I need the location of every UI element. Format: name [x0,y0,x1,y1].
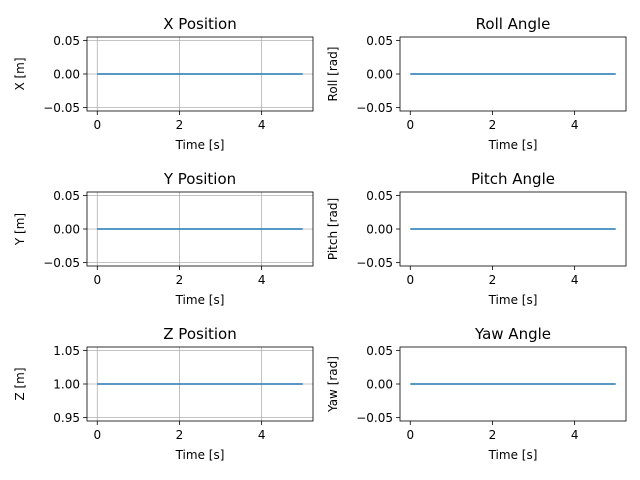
x-tick-label: 0 [93,273,101,287]
x-axis-label: Time [s] [175,448,225,462]
y-tick-label: 0.05 [366,189,393,203]
x-axis-label: Time [s] [488,138,538,152]
subplot-4: 0 2 4 −0.05 0.00 0.05 Pitch Angle Time [s] Pitch… [326,170,627,307]
y-tick-label: 0.95 [53,411,80,425]
subplot-title: Y Position [163,170,236,188]
y-tick-label: −0.05 [356,411,393,425]
subplot-title: Pitch Angle [471,170,555,188]
y-tick-label: 0.05 [366,34,393,48]
y-tick-label: 0.00 [366,68,393,82]
subplot-title: Z Position [163,325,236,343]
x-tick-label: 0 [406,118,414,132]
y-tick-label: −0.05 [356,256,393,270]
x-tick-label: 2 [176,428,184,442]
y-axis-label: Y [m] [13,213,27,246]
subplot-title: X Position [163,15,236,33]
subplot-title: Roll Angle [476,15,551,33]
y-tick-label: −0.05 [356,101,393,115]
x-axis-label: Time [s] [175,293,225,307]
y-axis-label: X [m] [13,57,27,90]
x-tick-label: 4 [571,118,579,132]
x-tick-label: 0 [406,428,414,442]
x-tick-label: 2 [489,428,497,442]
subplot-2: 0 2 4 −0.05 0.00 0.05 Roll Angle Time [s] Roll [… [326,15,627,152]
x-tick-label: 0 [93,428,101,442]
x-tick-label: 4 [571,428,579,442]
y-tick-label: 1.00 [53,378,80,392]
y-axis-label: Pitch [rad] [326,198,340,260]
subplot-title: Yaw Angle [474,325,551,343]
y-tick-label: 1.05 [53,344,80,358]
x-axis-label: Time [s] [175,138,225,152]
x-tick-label: 0 [406,273,414,287]
y-tick-label: 0.00 [366,223,393,237]
subplot-6: 0 2 4 −0.05 0.00 0.05 Yaw Angle Time [s] Yaw [ra… [326,325,627,462]
y-tick-label: −0.05 [43,256,80,270]
x-tick-label: 0 [93,118,101,132]
x-tick-label: 4 [258,428,266,442]
y-tick-label: 0.00 [366,378,393,392]
x-tick-label: 2 [489,118,497,132]
y-axis-label: Roll [rad] [326,47,340,102]
x-axis-label: Time [s] [488,448,538,462]
subplot-3: 0 2 4 −0.05 0.00 0.05 Y Position Time [s] Y [m] [13,170,314,307]
x-tick-label: 4 [258,118,266,132]
y-axis-label: Z [m] [13,367,27,400]
x-tick-label: 4 [571,273,579,287]
x-tick-label: 2 [176,273,184,287]
x-tick-label: 2 [489,273,497,287]
subplot-5: 0 2 4 0.95 1.00 1.05 Z Position Time [s] Z [m] [13,325,314,462]
y-tick-label: 0.05 [53,189,80,203]
y-axis-label: Yaw [rad] [326,356,340,413]
x-axis-label: Time [s] [488,293,538,307]
y-tick-label: 0.05 [366,344,393,358]
x-tick-label: 2 [176,118,184,132]
y-tick-label: −0.05 [43,101,80,115]
subplot-1: 0 2 4 −0.05 0.00 0.05 X Position Time [s] X [m] [13,15,314,152]
y-tick-label: 0.00 [53,223,80,237]
y-tick-label: 0.05 [53,34,80,48]
x-tick-label: 4 [258,273,266,287]
y-tick-label: 0.00 [53,68,80,82]
